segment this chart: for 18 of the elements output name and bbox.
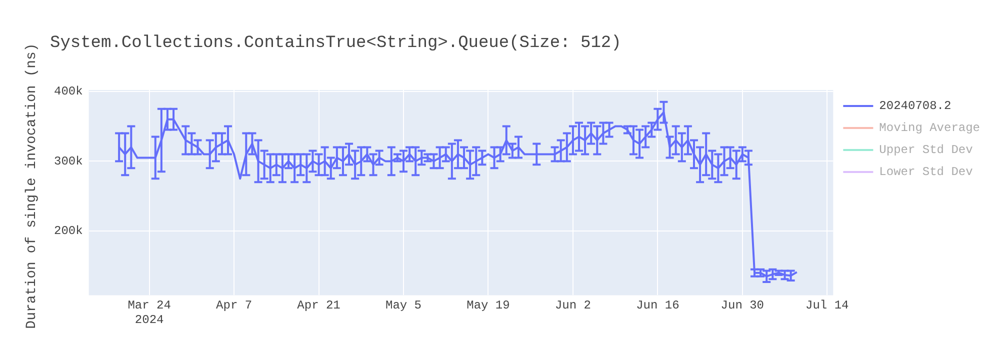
x-tick-label: Jun 30 [720,298,764,313]
chart-title: System.Collections.ContainsTrue<String>.Queue(Size: 512) [50,34,622,53]
x-tick-label: Apr 7 [216,298,252,313]
x-tick-label: Jun 16 [636,298,680,313]
legend-label: 20240708.2 [879,99,952,114]
x-tick-label: May 5 [385,298,422,313]
legend-label: Moving Average [879,121,980,136]
legend-label: Lower Std Dev [879,165,973,180]
legend-label: Upper Std Dev [879,143,973,158]
y-tick-label: 300k [54,154,83,168]
y-tick-label: 400k [54,84,83,99]
y-axis-title: Duration of single invocation (ns) [24,43,40,329]
x-tick-label: Mar 24 2024 [128,298,171,327]
x-tick-label: May 19 [466,298,510,313]
x-tick-label: Jun 2 [554,298,591,313]
x-tick-label: Jul 14 [806,298,849,313]
y-tick-label: 200k [54,224,83,238]
x-tick-label: Apr 21 [297,298,340,313]
